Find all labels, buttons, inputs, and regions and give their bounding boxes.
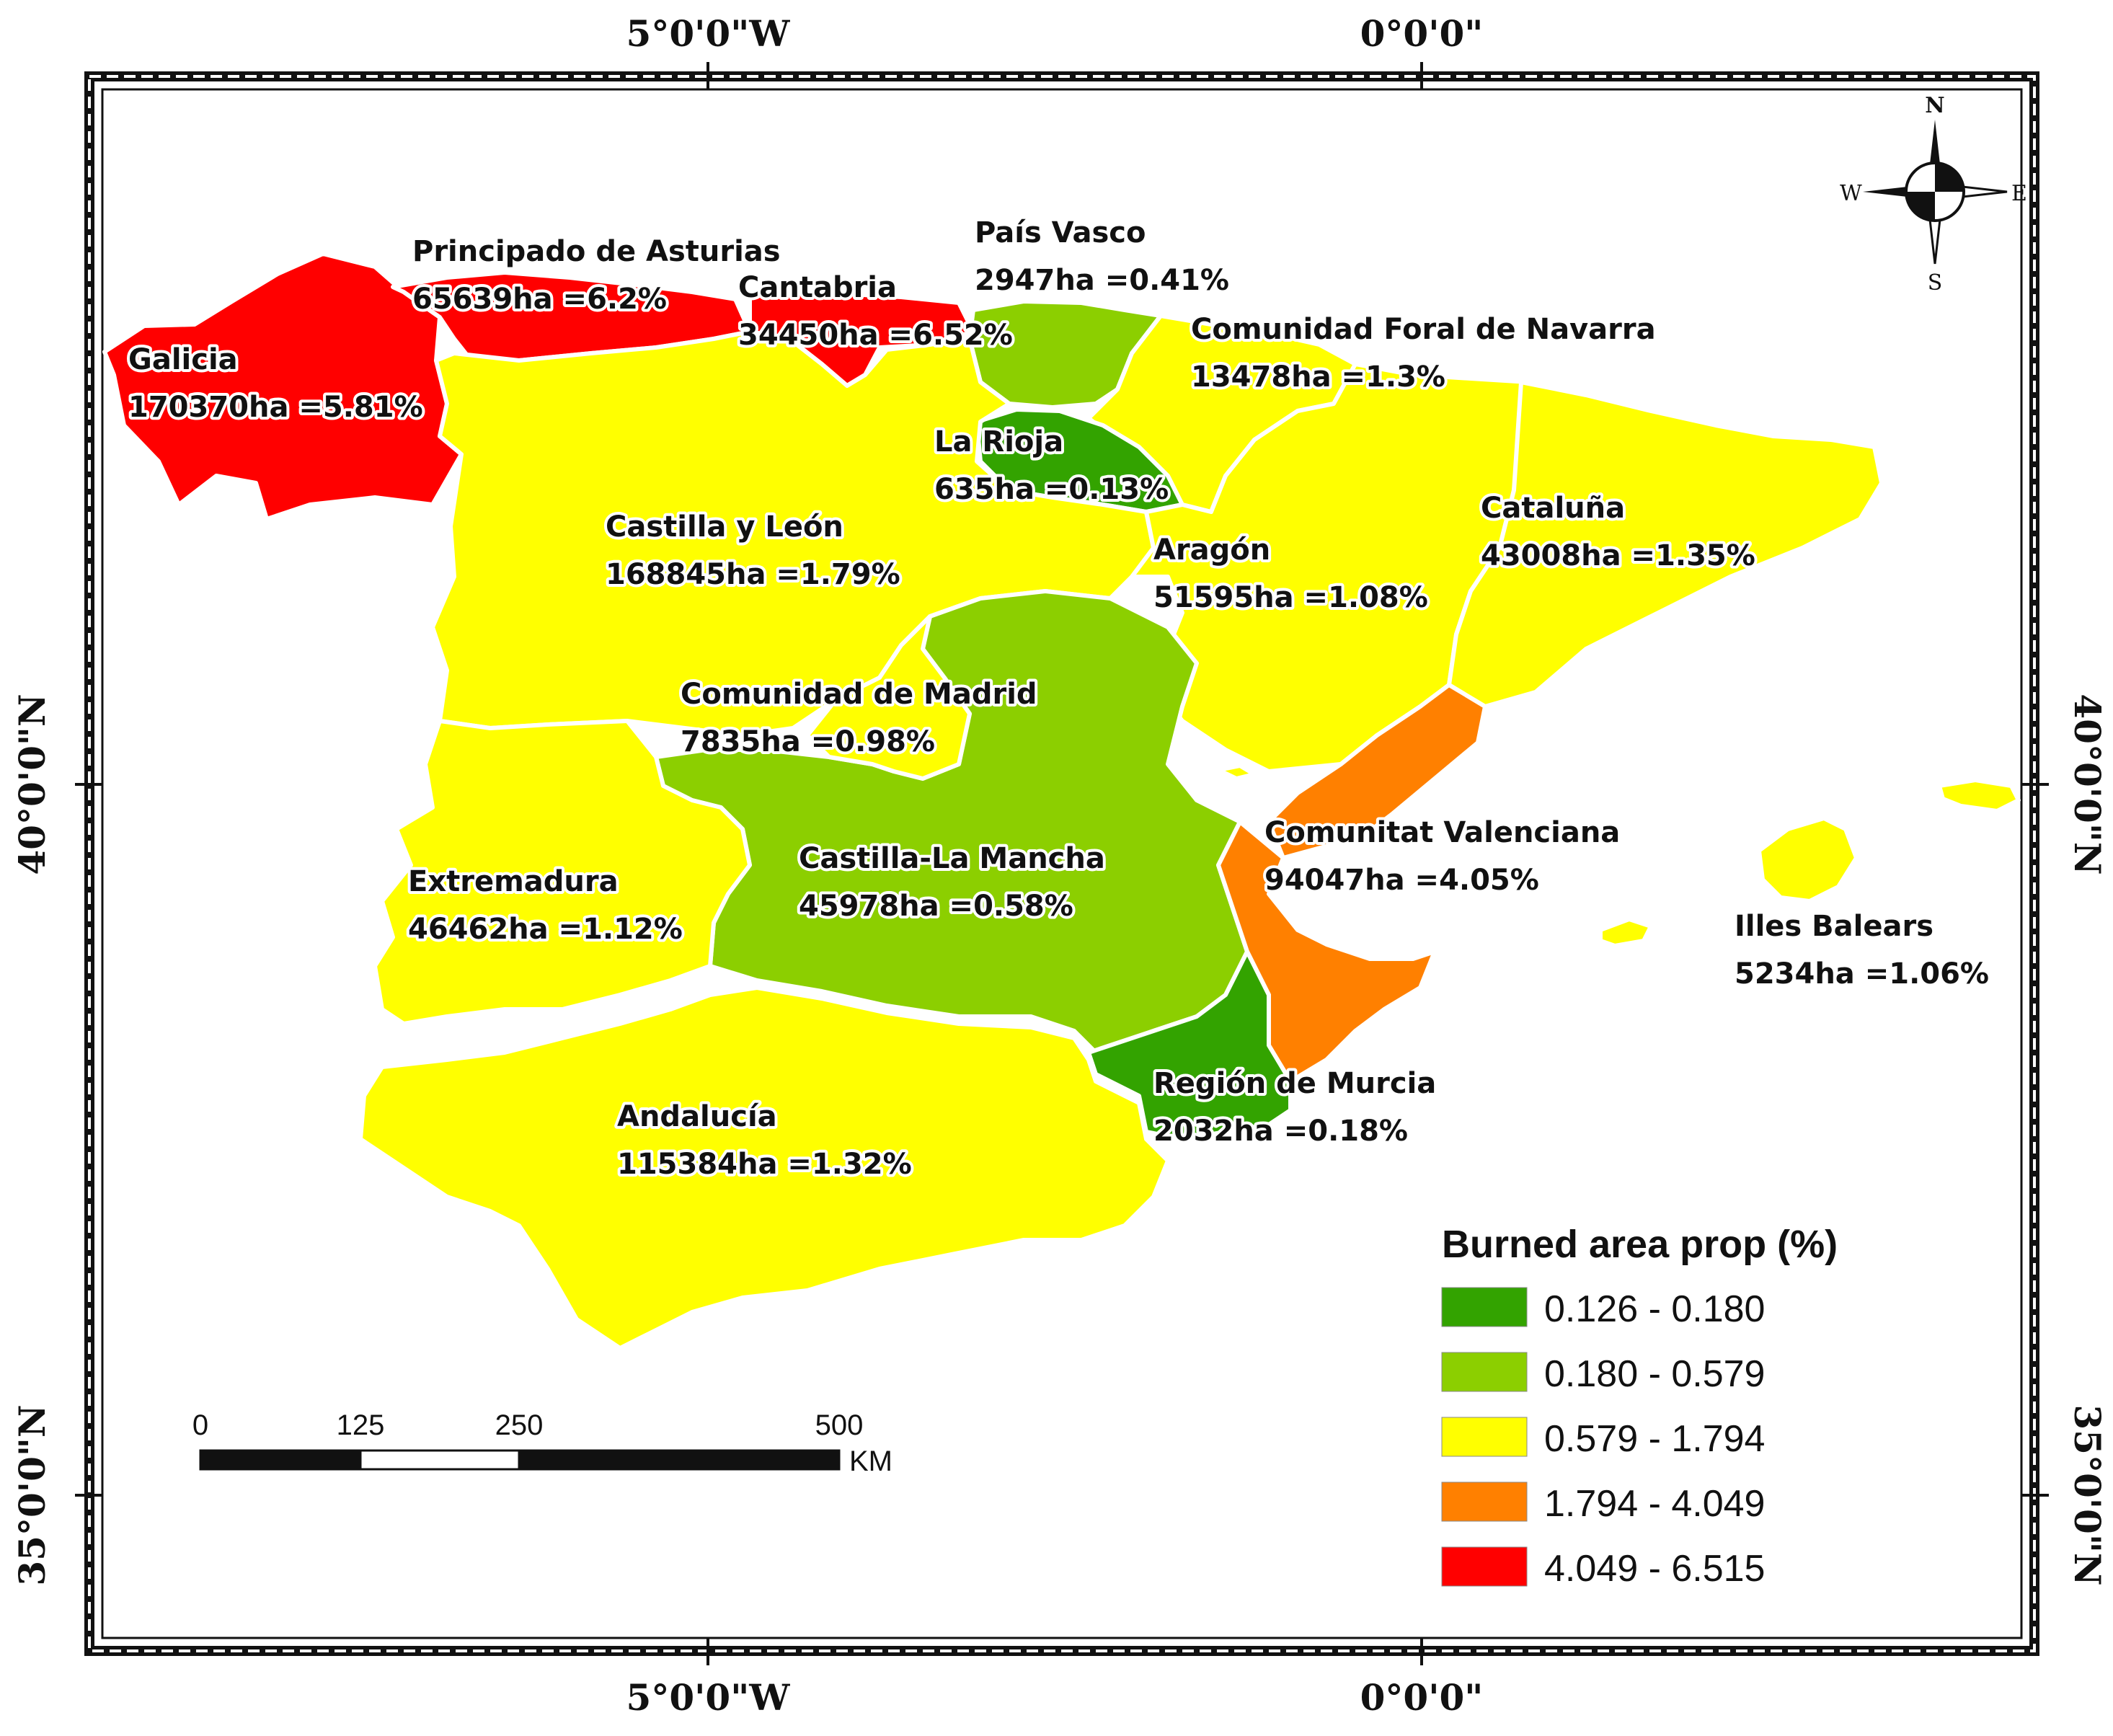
label-valenciana-name: Comunitat Valenciana [1264,816,1620,849]
legend-label-1: 0.126 - 0.180 [1544,1288,1765,1330]
legend-label-4: 1.794 - 4.049 [1544,1483,1765,1525]
scale-segment-2 [359,1449,521,1471]
scale-unit-label: KM [849,1445,892,1477]
region-murcia [1086,949,1293,1141]
compass-w-label: W [1840,181,1862,206]
label-murcia-value: 2032ha =0.18% [1153,1115,1408,1148]
label-pais-vasco-name: País Vasco [975,216,1146,249]
top-lon-label-1: 5°0'0"W [626,12,791,55]
label-navarra-value: 13478ha =1.3% [1191,360,1445,394]
bottom-lon-label-1: 5°0'0"W [626,1676,791,1719]
label-la-rioja-name: La Rioja [934,425,1063,459]
left-lat-label-2: 35°0'0"N [11,1404,53,1585]
compass-e-label: E [2011,181,2027,206]
label-andalucia-value: 115384ha =1.32% [617,1148,912,1181]
legend-label-3: 0.579 - 1.794 [1544,1418,1765,1460]
legend-swatch-4 [1441,1482,1528,1522]
label-extremadura-name: Extremadura [408,865,619,898]
label-galicia-name: Galicia [128,343,238,376]
legend-swatch-2 [1441,1352,1528,1392]
regions-layer [102,252,2021,1350]
label-baleares-name: Illes Balears [1735,910,1933,943]
label-asturias-name: Principado de Asturias [412,235,781,268]
compass-n-label: N [1925,93,1944,118]
legend-swatch-5 [1441,1546,1528,1587]
legend-swatch-3 [1441,1417,1528,1457]
compass-s-label: S [1928,270,1943,296]
right-lat-label-2: 35°0'0"N [2066,1404,2109,1585]
right-lat-label-1: 40°0'0"N [2066,694,2109,874]
label-aragon-name: Aragón [1153,533,1270,567]
label-castilla-leon-name: Castilla y León [606,510,843,544]
scale-bar: 0 125 250 500 KM [192,1409,892,1477]
left-lat-label-1: 40°0'0"N [11,694,53,874]
label-cataluna-name: Cataluña [1481,492,1625,525]
scale-segment-3 [518,1449,841,1471]
label-cataluna-value: 43008ha =1.35% [1481,539,1755,572]
region-cataluna [1447,380,1884,709]
scale-tick-500: 500 [815,1409,864,1441]
label-baleares-value: 5234ha =1.06% [1735,957,1989,991]
label-navarra-name: Comunidad Foral de Navarra [1191,313,1656,346]
label-madrid-value: 7835ha =0.98% [681,725,935,758]
region-baleares [1216,763,2021,948]
legend-swatch-1 [1441,1287,1528,1327]
label-cantabria-name: Cantabria [738,271,897,304]
label-la-rioja-value: 635ha =0.13% [934,473,1169,506]
label-pais-vasco-value: 2947ha =0.41% [975,264,1229,297]
label-extremadura-value: 46462ha =1.12% [408,913,683,946]
north-arrow-icon: N S E W [1840,93,2027,296]
label-castilla-leon-value: 168845ha =1.79% [606,558,900,591]
label-murcia-name: Región de Murcia [1153,1067,1436,1100]
legend-title: Burned area prop (%) [1442,1223,1838,1266]
label-andalucia-name: Andalucía [617,1100,777,1133]
label-galicia-value: 170370ha =5.81% [128,391,423,424]
scale-segment-1 [199,1449,362,1471]
scale-tick-250: 250 [495,1409,544,1441]
label-asturias-value: 65639ha =6.2% [412,283,667,316]
legend: Burned area prop (%) 0.126 - 0.180 0.180… [1441,1223,1838,1590]
coordinate-labels: 5°0'0"W 0°0'0" 5°0'0"W 0°0'0" 40°0'0"N 3… [11,12,2109,1719]
label-castilla-mancha-name: Castilla-La Mancha [799,842,1105,875]
legend-label-2: 0.180 - 0.579 [1544,1353,1765,1395]
label-cantabria-value: 34450ha =6.52% [738,319,1013,352]
scale-tick-125: 125 [337,1409,385,1441]
label-valenciana-value: 94047ha =4.05% [1264,864,1539,897]
bottom-lon-label-2: 0°0'0" [1360,1676,1484,1719]
region-castilla-leon [430,329,1156,738]
legend-label-5: 4.049 - 6.515 [1544,1548,1765,1590]
label-castilla-mancha-value: 45978ha =0.58% [799,890,1073,923]
label-madrid-name: Comunidad de Madrid [681,678,1037,711]
top-lon-label-2: 0°0'0" [1360,12,1484,55]
graticule-ticks [75,62,2049,1665]
scale-tick-0: 0 [192,1409,208,1441]
region-labels: Galicia 170370ha =5.81% Principado de As… [125,213,1992,1184]
region-madrid [805,614,972,781]
region-andalucia [358,986,1170,1350]
label-aragon-value: 51595ha =1.08% [1153,581,1428,614]
region-extremadura [373,719,752,1026]
